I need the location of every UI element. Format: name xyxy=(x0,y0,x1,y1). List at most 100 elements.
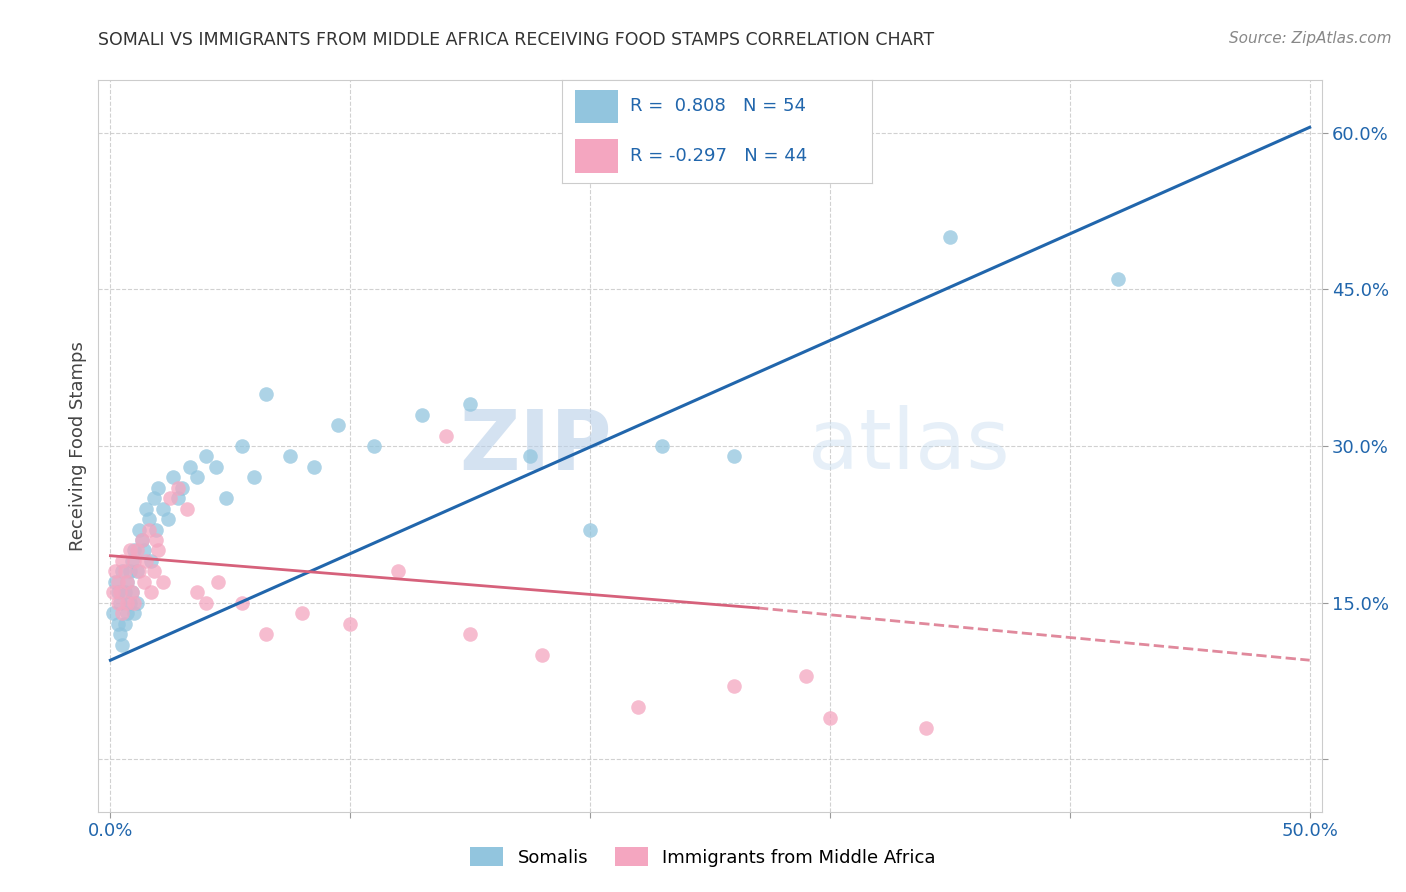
Point xyxy=(118,596,141,610)
Point xyxy=(124,554,146,568)
Point xyxy=(179,459,201,474)
Point xyxy=(115,606,138,620)
Point xyxy=(231,596,253,610)
Point xyxy=(458,627,481,641)
Point xyxy=(278,450,301,464)
Point xyxy=(121,585,143,599)
Point xyxy=(328,418,350,433)
Point xyxy=(243,470,266,484)
Point xyxy=(124,596,146,610)
Point xyxy=(363,439,385,453)
Text: ZIP: ZIP xyxy=(460,406,612,486)
Point xyxy=(148,543,170,558)
Point xyxy=(107,585,129,599)
Point xyxy=(141,554,163,568)
Point xyxy=(118,543,141,558)
Point xyxy=(818,711,841,725)
Point xyxy=(186,585,208,599)
Point xyxy=(723,679,745,693)
Point xyxy=(176,501,198,516)
Point xyxy=(114,616,136,631)
Point xyxy=(104,565,127,579)
Point xyxy=(135,554,157,568)
Text: R = -0.297   N = 44: R = -0.297 N = 44 xyxy=(630,146,807,165)
Point xyxy=(152,501,174,516)
Point xyxy=(111,606,134,620)
Point xyxy=(138,523,160,537)
Point xyxy=(132,574,155,589)
Point xyxy=(121,554,143,568)
Point xyxy=(166,481,188,495)
Point xyxy=(915,721,938,735)
Point xyxy=(254,386,277,401)
Point xyxy=(162,470,184,484)
Point xyxy=(304,459,326,474)
Point xyxy=(207,574,229,589)
Point xyxy=(159,491,181,506)
Point xyxy=(186,470,208,484)
Point xyxy=(125,565,148,579)
Point xyxy=(125,543,148,558)
Point xyxy=(132,543,155,558)
Text: Source: ZipAtlas.com: Source: ZipAtlas.com xyxy=(1229,31,1392,46)
Point xyxy=(131,533,153,547)
Point xyxy=(128,565,150,579)
Point xyxy=(152,574,174,589)
Point xyxy=(121,585,143,599)
Point xyxy=(107,596,129,610)
Point xyxy=(124,543,146,558)
Legend: Somalis, Immigrants from Middle Africa: Somalis, Immigrants from Middle Africa xyxy=(463,840,943,874)
Point xyxy=(101,585,124,599)
Point xyxy=(142,565,165,579)
Point xyxy=(458,397,481,411)
Point xyxy=(108,596,131,610)
Point xyxy=(531,648,554,662)
Point xyxy=(291,606,314,620)
Point xyxy=(145,533,167,547)
Point xyxy=(104,574,127,589)
Point xyxy=(156,512,179,526)
Point xyxy=(101,606,124,620)
Point xyxy=(339,616,361,631)
Point xyxy=(131,533,153,547)
Point xyxy=(118,565,141,579)
Point xyxy=(1107,272,1129,286)
Point xyxy=(128,523,150,537)
Point xyxy=(108,585,131,599)
Point xyxy=(115,596,138,610)
Point xyxy=(111,554,134,568)
Point xyxy=(411,408,433,422)
Point xyxy=(125,596,148,610)
Point xyxy=(214,491,236,506)
Point xyxy=(579,523,602,537)
Point xyxy=(172,481,194,495)
Point xyxy=(135,501,157,516)
Point xyxy=(939,230,962,244)
Point xyxy=(205,459,228,474)
Point xyxy=(166,491,188,506)
Point xyxy=(111,638,134,652)
Point xyxy=(107,616,129,631)
Point xyxy=(723,450,745,464)
Point xyxy=(651,439,673,453)
Point xyxy=(108,627,131,641)
Text: atlas: atlas xyxy=(808,406,1010,486)
Point xyxy=(142,491,165,506)
Text: SOMALI VS IMMIGRANTS FROM MIDDLE AFRICA RECEIVING FOOD STAMPS CORRELATION CHART: SOMALI VS IMMIGRANTS FROM MIDDLE AFRICA … xyxy=(98,31,935,49)
Point xyxy=(115,574,138,589)
Text: R =  0.808   N = 54: R = 0.808 N = 54 xyxy=(630,97,807,115)
Point xyxy=(114,585,136,599)
Point xyxy=(138,512,160,526)
Point xyxy=(111,565,134,579)
Point xyxy=(254,627,277,641)
Point xyxy=(519,450,541,464)
Y-axis label: Receiving Food Stamps: Receiving Food Stamps xyxy=(69,341,87,551)
Point xyxy=(195,450,218,464)
Point xyxy=(114,565,136,579)
Bar xyxy=(575,89,619,123)
Point xyxy=(231,439,253,453)
Point xyxy=(387,565,409,579)
Point xyxy=(124,606,146,620)
Point xyxy=(115,574,138,589)
Point xyxy=(794,669,817,683)
